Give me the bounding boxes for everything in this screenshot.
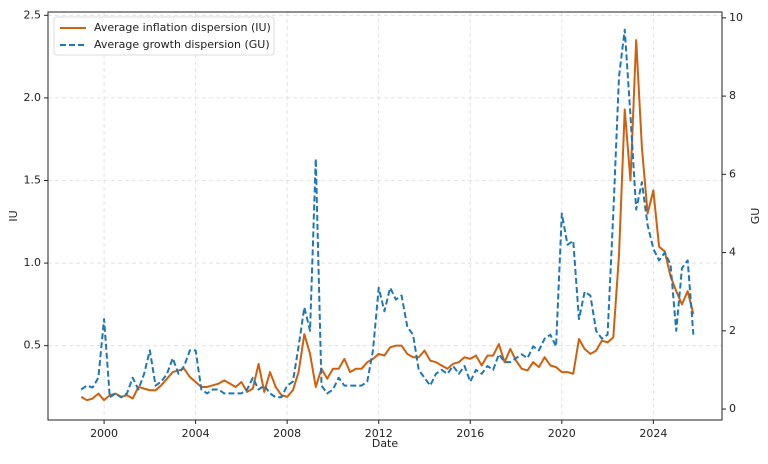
y-tick-label: 1.0 xyxy=(24,256,42,269)
legend-label: Average inflation dispersion (IU) xyxy=(94,21,271,34)
y-tick-label: 2.0 xyxy=(24,91,42,104)
y2-axis-label: GU xyxy=(749,208,762,225)
y2-tick-label: 8 xyxy=(729,89,736,102)
data-line xyxy=(80,28,695,399)
data-line xyxy=(80,39,695,402)
x-tick-label: 2004 xyxy=(182,427,210,440)
x-tick-label: 2000 xyxy=(90,427,118,440)
y2-tick-label: 10 xyxy=(729,11,743,24)
y-tick-label: 2.5 xyxy=(24,8,42,21)
y-tick-label: 0.5 xyxy=(24,339,42,352)
x-tick-label: 2024 xyxy=(639,427,667,440)
y2-tick-label: 4 xyxy=(729,246,736,259)
x-tick-label: 2008 xyxy=(273,427,301,440)
legend-box xyxy=(53,16,275,56)
plot-frame xyxy=(47,11,723,421)
y-tick-label: 1.5 xyxy=(24,173,42,186)
y2-tick-label: 6 xyxy=(729,167,736,180)
y-axis-label: IU xyxy=(7,210,20,221)
x-tick-label: 2020 xyxy=(548,427,576,440)
x-tick-label: 2016 xyxy=(456,427,484,440)
x-tick-label: 2012 xyxy=(365,427,393,440)
y2-tick-label: 0 xyxy=(729,402,736,415)
legend-label: Average growth dispersion (GU) xyxy=(94,38,270,51)
y2-tick-label: 2 xyxy=(729,324,736,337)
x-axis-label: Date xyxy=(372,437,399,450)
